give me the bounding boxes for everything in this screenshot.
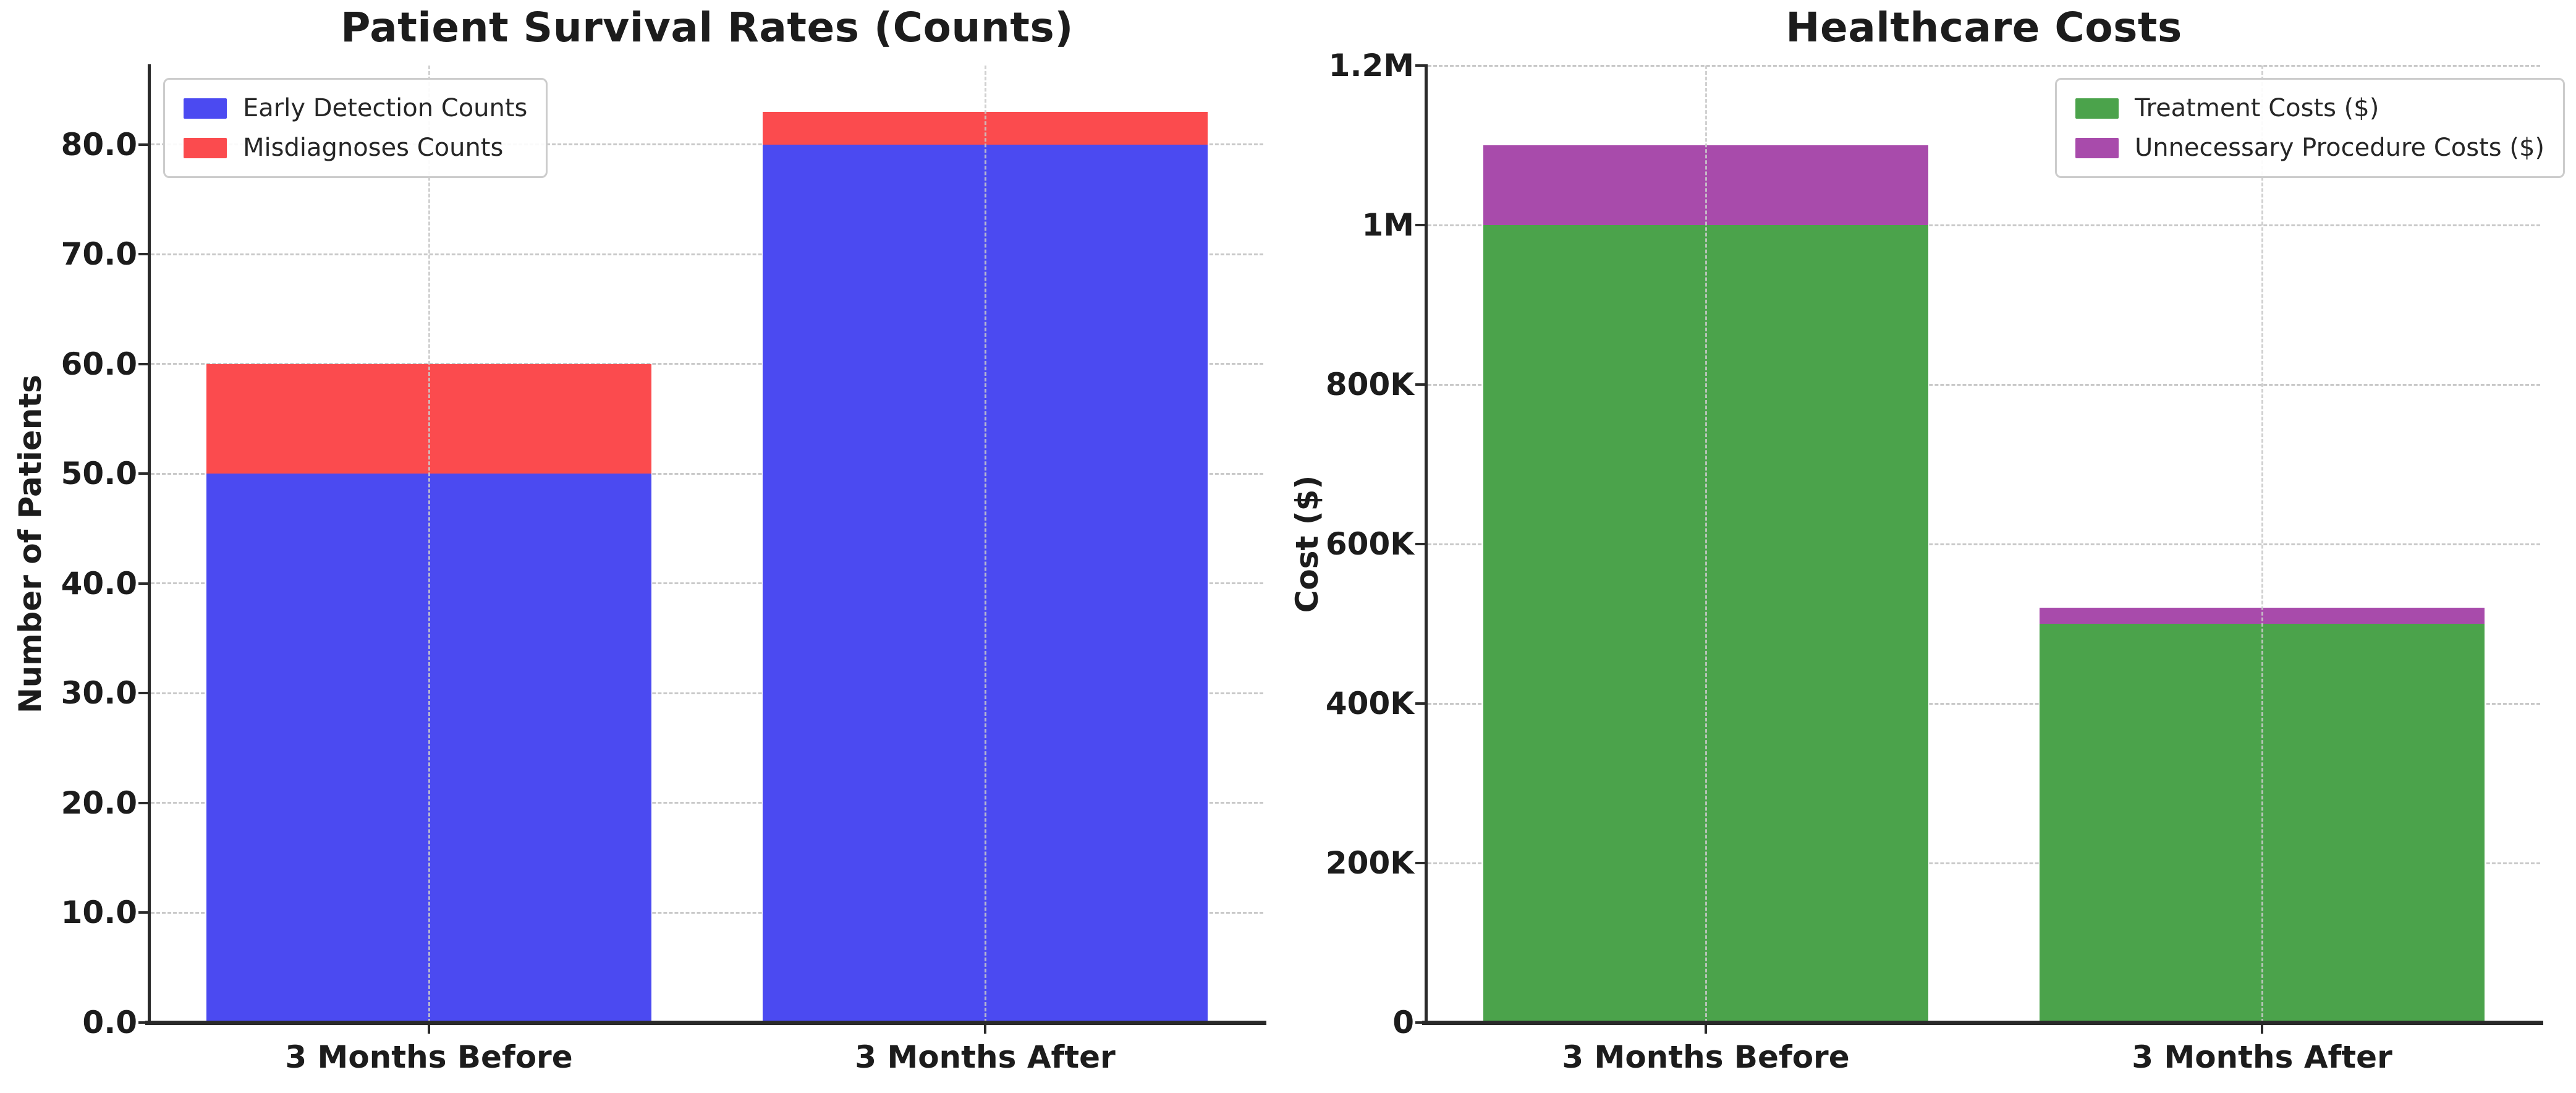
- bar-segment-treatment-costs: [1483, 225, 1928, 1023]
- y-gridline: [1428, 702, 2540, 705]
- y-gridline: [151, 472, 1263, 475]
- x-tick-label: 3 Months Before: [285, 1039, 573, 1075]
- legend-entry: Misdiagnoses Counts: [184, 133, 527, 163]
- x-tick-mark: [428, 1023, 430, 1034]
- legend-label: Unnecessary Procedure Costs ($): [2134, 134, 2544, 162]
- y-tick-label: 60.0: [61, 346, 137, 382]
- y-tick-mark: [138, 801, 151, 804]
- y-tick-mark: [1415, 862, 1428, 864]
- y-tick-mark: [1415, 543, 1428, 545]
- y-tick-mark: [1415, 702, 1428, 705]
- legend-swatch-early-detection-counts: [184, 98, 227, 119]
- y-axis-label: Number of Patients: [12, 374, 48, 714]
- y-gridline: [151, 143, 1263, 146]
- y-tick-mark: [1415, 64, 1428, 67]
- x-gridline: [428, 66, 430, 1023]
- y-tick-mark: [138, 253, 151, 256]
- y-tick-label: 800K: [1325, 367, 1414, 402]
- legend-swatch-treatment-costs: [2075, 98, 2119, 119]
- y-tick-mark: [138, 362, 151, 365]
- legend: Early Detection Counts Misdiagnoses Count…: [163, 78, 548, 178]
- y-tick-label: 0.0: [82, 1005, 137, 1040]
- y-tick-label: 400K: [1325, 686, 1414, 721]
- y-tick-mark: [138, 692, 151, 695]
- y-tick-label: 1M: [1362, 207, 1414, 243]
- legend-label: Early Detection Counts: [243, 94, 528, 122]
- plot-area: [151, 66, 1263, 1024]
- y-axis-spine: [148, 64, 151, 1024]
- x-axis-spine: [1422, 1021, 2543, 1025]
- y-tick-label: 600K: [1325, 526, 1414, 562]
- x-tick-label: 3 Months After: [2132, 1039, 2392, 1075]
- y-tick-label: 1.2M: [1328, 48, 1414, 83]
- y-tick-mark: [138, 1021, 151, 1024]
- bar-segment-treatment-costs: [2040, 624, 2485, 1023]
- x-tick-label: 3 Months Before: [1562, 1039, 1850, 1075]
- legend-label: Misdiagnoses Counts: [243, 134, 504, 162]
- y-axis-spine: [1425, 64, 1428, 1024]
- y-tick-label: 10.0: [61, 895, 137, 931]
- y-gridline: [151, 253, 1263, 255]
- y-gridline: [1428, 543, 2540, 545]
- legend-label: Treatment Costs ($): [2134, 94, 2379, 122]
- bar-segment-unnecessary-procedure-costs: [1483, 145, 1928, 225]
- y-gridline: [1428, 1021, 2540, 1024]
- legend-swatch-unnecessary-procedure-costs: [2075, 137, 2119, 158]
- y-gridline: [151, 363, 1263, 365]
- y-tick-label: 40.0: [61, 565, 137, 602]
- y-tick-label: 200K: [1325, 845, 1414, 881]
- bar-segment-misdiagnoses-counts: [763, 111, 1208, 145]
- y-tick-mark: [138, 472, 151, 475]
- chart-title: Patient Survival Rates (Counts): [341, 4, 1074, 51]
- x-gridline: [984, 66, 986, 1023]
- y-tick-label: 80.0: [61, 126, 137, 163]
- chart-title: Healthcare Costs: [1786, 4, 2182, 51]
- y-tick-label: 70.0: [61, 236, 137, 273]
- legend: Treatment Costs ($) Unnecessary Procedure…: [2054, 78, 2565, 178]
- x-gridline: [2261, 66, 2263, 1023]
- x-axis-spine: [145, 1021, 1266, 1025]
- legend-entry: Unnecessary Procedure Costs ($): [2075, 133, 2544, 163]
- x-tick-mark: [2261, 1023, 2263, 1034]
- y-tick-mark: [1415, 224, 1428, 226]
- x-tick-mark: [1705, 1023, 1707, 1034]
- bar-segment-early-detection-counts: [763, 144, 1208, 1023]
- bar-segment-misdiagnoses-counts: [206, 364, 651, 474]
- y-tick-label: 30.0: [61, 675, 137, 712]
- y-gridline: [151, 802, 1263, 804]
- y-gridline: [151, 1021, 1263, 1024]
- plot-area: [1428, 64, 2540, 1024]
- y-tick-mark: [138, 143, 151, 146]
- y-tick-mark: [138, 911, 151, 914]
- y-gridline: [1428, 383, 2540, 386]
- y-tick-mark: [1415, 1021, 1428, 1024]
- y-gridline: [1428, 224, 2540, 226]
- y-tick-mark: [1415, 383, 1428, 386]
- y-gridline: [151, 582, 1263, 585]
- y-tick-mark: [138, 582, 151, 585]
- y-tick-label: 50.0: [61, 456, 137, 492]
- y-tick-label: 0: [1392, 1005, 1414, 1040]
- x-gridline: [1705, 66, 1707, 1023]
- y-axis-label: Cost ($): [1289, 475, 1325, 613]
- y-gridline: [1428, 862, 2540, 864]
- legend-entry: Early Detection Counts: [184, 93, 527, 123]
- x-tick-mark: [984, 1023, 986, 1034]
- y-gridline: [151, 911, 1263, 914]
- y-gridline: [1428, 64, 2540, 67]
- y-gridline: [151, 692, 1263, 694]
- bar-segment-unnecessary-procedure-costs: [2040, 608, 2485, 624]
- bar-segment-early-detection-counts: [206, 474, 651, 1023]
- x-tick-label: 3 Months After: [855, 1039, 1116, 1075]
- y-tick-label: 20.0: [61, 785, 137, 821]
- legend-entry: Treatment Costs ($): [2075, 93, 2544, 123]
- legend-swatch-misdiagnoses-counts: [184, 137, 227, 158]
